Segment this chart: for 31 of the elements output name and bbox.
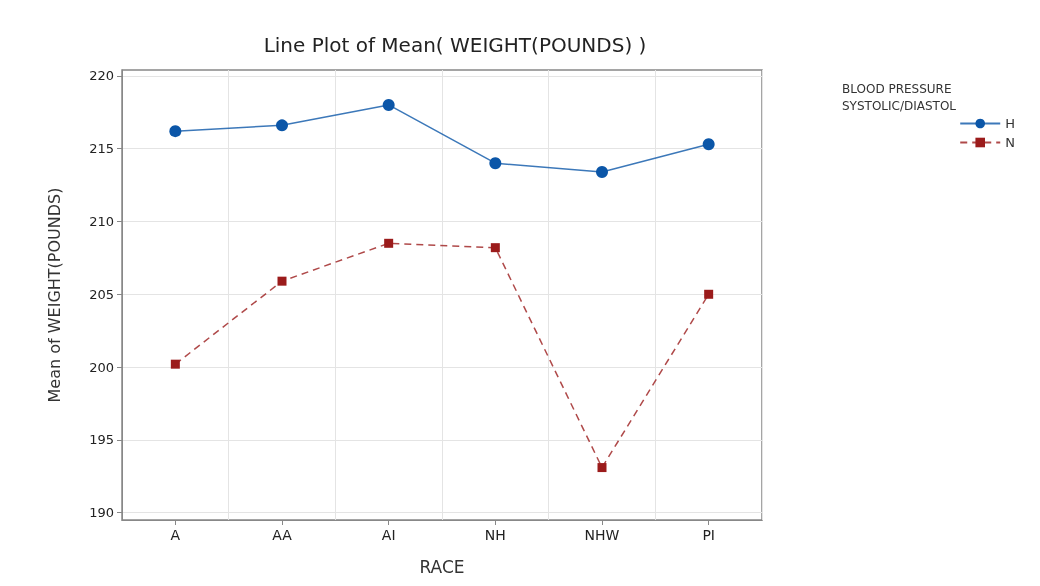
- x-tick-label: AA: [272, 527, 293, 543]
- y-tick-label: 190: [89, 505, 114, 521]
- legend-title: BLOOD PRESSURE SYSTOLIC/DIASTOL: [842, 81, 957, 113]
- point: [276, 119, 288, 132]
- y-axis-title: Mean of WEIGHT(POUNDS): [44, 187, 64, 403]
- point: [384, 238, 394, 248]
- chart-title: Line Plot of Mean( WEIGHT(POUNDS) ): [263, 33, 647, 57]
- legend-label: H: [1005, 116, 1016, 131]
- legend-label: N: [1005, 135, 1015, 150]
- point: [597, 463, 607, 473]
- point: [596, 165, 608, 178]
- point: [277, 276, 287, 286]
- y-tick-label: 210: [89, 213, 114, 229]
- y-tick-label: 200: [89, 359, 114, 375]
- point: [702, 138, 715, 151]
- x-tick-label: AI: [381, 527, 396, 543]
- point: [382, 98, 395, 111]
- point: [170, 359, 180, 369]
- point: [489, 157, 502, 170]
- y-tick-label: 215: [89, 141, 114, 157]
- y-tick-label: 220: [89, 68, 114, 84]
- point: [704, 289, 714, 299]
- x-tick-label: NHW: [584, 527, 620, 543]
- x-axis-title: RACE: [419, 556, 465, 577]
- y-tick-label: 195: [89, 432, 114, 448]
- point: [490, 243, 500, 253]
- x-tick-label: A: [170, 527, 181, 543]
- x-tick-label: PI: [702, 527, 715, 543]
- y-tick-label: 205: [89, 286, 114, 302]
- point: [169, 125, 182, 138]
- x-tick-label: NH: [484, 527, 506, 543]
